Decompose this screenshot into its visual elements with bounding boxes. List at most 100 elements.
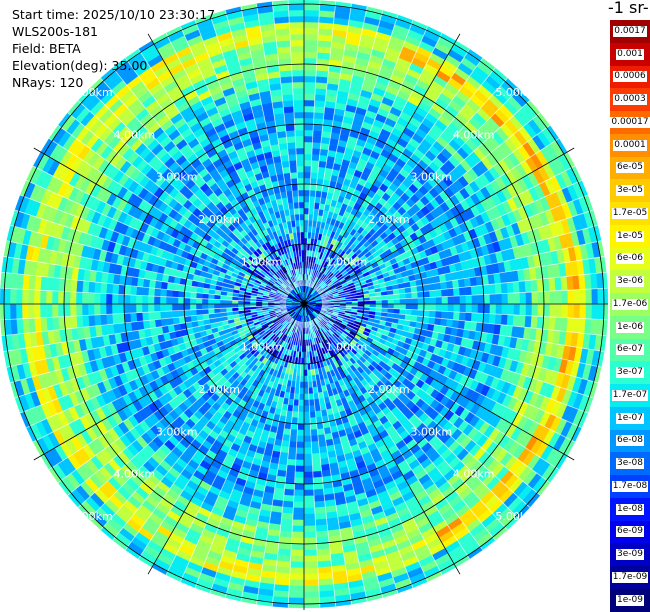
scan-cell [172, 304, 178, 311]
scan-cell [304, 562, 318, 568]
scan-cell [288, 598, 304, 604]
scan-cell [304, 394, 309, 400]
scan-cell [112, 304, 118, 314]
scan-cell [531, 280, 538, 293]
scan-cell [283, 501, 294, 508]
scan-cell [293, 508, 304, 514]
scan-cell [519, 281, 526, 293]
scan-cell [52, 304, 58, 317]
scan-cell [436, 304, 442, 311]
scan-cell [304, 70, 316, 76]
scan-cell [142, 304, 148, 312]
scan-cell [148, 312, 155, 320]
scan-cell [400, 304, 406, 309]
scan-cell [586, 289, 592, 304]
scan-cell [88, 304, 94, 315]
scan-cell [312, 148, 320, 155]
scan-cell [299, 400, 304, 406]
scan-cell [304, 202, 309, 208]
scan-cell [574, 290, 580, 304]
scan-cell [291, 417, 298, 423]
scan-cell [304, 388, 309, 394]
scan-cell [466, 304, 472, 313]
scan-cell [94, 293, 100, 304]
scan-cell [161, 318, 168, 326]
scan-cell [28, 304, 34, 318]
scan-cell [293, 502, 304, 508]
scan-cell [22, 289, 28, 304]
scan-cell [130, 295, 136, 304]
scan-cell [142, 287, 149, 296]
scan-cell [315, 94, 326, 101]
scan-cell [304, 22, 319, 28]
scan-cell [532, 304, 538, 316]
scan-cell [314, 501, 325, 508]
scan-cell [478, 295, 484, 304]
scan-cell [190, 304, 196, 310]
scan-cell [304, 502, 315, 508]
scan-cell [549, 317, 556, 330]
scan-cell [304, 148, 312, 154]
scan-cell [304, 28, 318, 34]
scan-cell [304, 40, 318, 46]
scan-cell [88, 281, 95, 293]
scan-cell [446, 281, 453, 289]
scan-cell [304, 592, 319, 598]
scan-cell [304, 166, 311, 172]
scan-cell [304, 64, 317, 70]
scan-cell [459, 312, 466, 321]
scan-cell [423, 291, 429, 298]
scan-cell [304, 190, 310, 196]
scan-cell [598, 288, 604, 304]
scan-cell [442, 304, 448, 312]
scan-cell [471, 286, 478, 295]
scan-cell [411, 310, 417, 316]
scan-cell [317, 52, 330, 59]
scan-cell [538, 304, 544, 317]
scan-cell [304, 406, 310, 412]
scan-cell [313, 130, 322, 137]
scan-cell [447, 288, 454, 296]
scan-cell [291, 550, 304, 556]
scan-cell [304, 400, 309, 406]
scan-cell [550, 291, 556, 304]
scan-cell [495, 283, 502, 294]
scan-cell [136, 286, 143, 295]
scan-cell [293, 514, 304, 520]
scan-cell [34, 304, 40, 318]
scan-cell [136, 312, 143, 321]
scan-cell [314, 106, 325, 113]
scan-cell [314, 489, 324, 496]
scan-cell [454, 296, 460, 304]
scan-cell [448, 304, 454, 312]
scan-cell [304, 52, 317, 58]
scan-cell [299, 388, 304, 394]
scan-cell [64, 291, 70, 304]
scan-cell [149, 280, 156, 289]
scan-cell [304, 460, 312, 466]
scan-cell [299, 394, 304, 400]
scan-cell [435, 311, 442, 319]
scan-cell [489, 314, 496, 324]
scan-cell [190, 310, 196, 316]
scan-cell [313, 471, 322, 478]
scan-cell [40, 304, 46, 318]
scan-cell [477, 285, 484, 295]
scan-cell [76, 316, 83, 328]
scan-cell [452, 280, 459, 289]
scan-cell [296, 442, 304, 448]
scan-cell [294, 496, 304, 502]
scan-cell [291, 423, 298, 429]
scan-cell [196, 298, 202, 304]
scan-cell [16, 304, 22, 319]
scan-cell [496, 294, 502, 304]
scan-cell [304, 508, 315, 514]
scan-cell [297, 436, 304, 442]
scan-cell [304, 160, 312, 166]
scan-cell [304, 412, 310, 418]
scan-cell [304, 94, 315, 100]
scan-cell [155, 281, 162, 289]
scan-cell [304, 466, 313, 472]
scan-cell [304, 142, 312, 148]
scan-cell [446, 319, 453, 327]
